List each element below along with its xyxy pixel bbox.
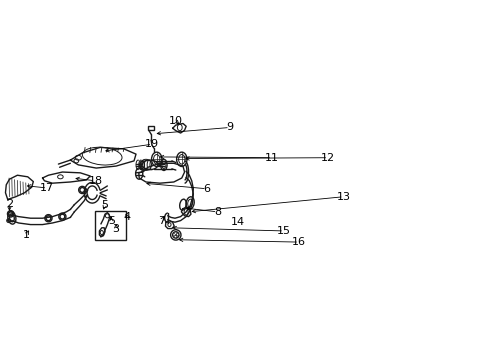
Text: 15: 15 [277, 226, 290, 236]
Text: 5: 5 [108, 216, 115, 226]
Text: 4: 4 [123, 212, 131, 222]
Text: 6: 6 [203, 184, 210, 194]
Text: 8: 8 [214, 207, 221, 217]
Text: 13: 13 [336, 192, 350, 202]
Text: 18: 18 [88, 176, 102, 186]
Text: 7: 7 [158, 216, 165, 226]
Text: 10: 10 [168, 116, 183, 126]
Text: 12: 12 [321, 153, 335, 163]
Text: 19: 19 [145, 139, 159, 149]
Text: 5: 5 [102, 200, 108, 210]
Text: 16: 16 [292, 237, 305, 247]
Text: 3: 3 [112, 224, 120, 234]
Bar [95, 211, 126, 240]
Text: 1: 1 [23, 230, 30, 239]
Text: 11: 11 [264, 153, 279, 163]
Bar [148, 126, 153, 130]
Text: 9: 9 [226, 122, 233, 132]
Text: 2: 2 [6, 199, 13, 209]
Text: 17: 17 [40, 183, 54, 193]
Text: 14: 14 [230, 217, 244, 227]
